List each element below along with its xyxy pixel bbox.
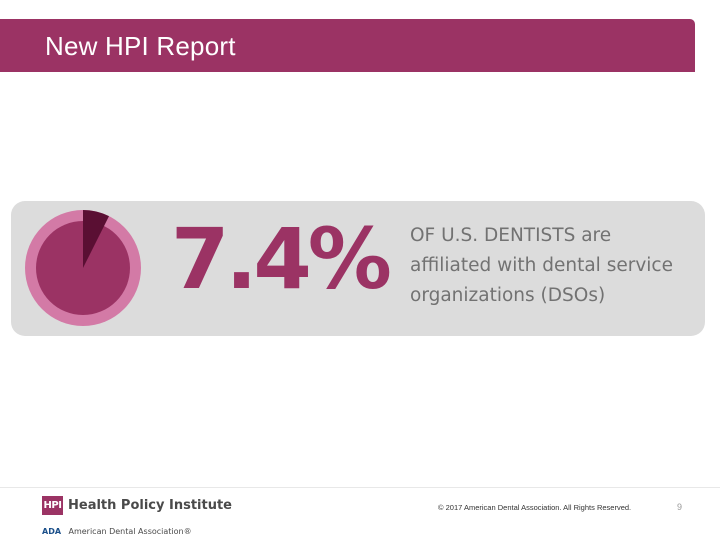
stat-card: 7.4% OF U.S. DENTISTS are affiliated wit… [11, 201, 705, 336]
page-number: 9 [677, 502, 683, 512]
stat-description-line: OF U.S. DENTISTS are [410, 225, 612, 246]
stat-description-line: affiliated with dental service [410, 255, 673, 276]
ada-mark: ADA [42, 527, 62, 536]
page-title: New HPI Report [45, 31, 236, 61]
pie-chart-icon [25, 210, 141, 326]
stat-description: OF U.S. DENTISTS are affiliated with den… [410, 221, 700, 311]
pie-slice-dso [83, 210, 110, 268]
hpi-name: Health Policy Institute [68, 498, 232, 513]
ada-logo: ADA American Dental Association® [42, 521, 192, 539]
stat-description-line: organizations (DSOs) [410, 285, 606, 306]
footer-divider [0, 487, 720, 488]
stat-percentage: 7.4% [171, 210, 392, 308]
ada-name: American Dental Association® [68, 527, 192, 536]
title-bar: New HPI Report [0, 19, 695, 72]
hpi-badge: HPI [42, 496, 63, 515]
copyright-notice: © 2017 American Dental Association. All … [438, 503, 632, 512]
